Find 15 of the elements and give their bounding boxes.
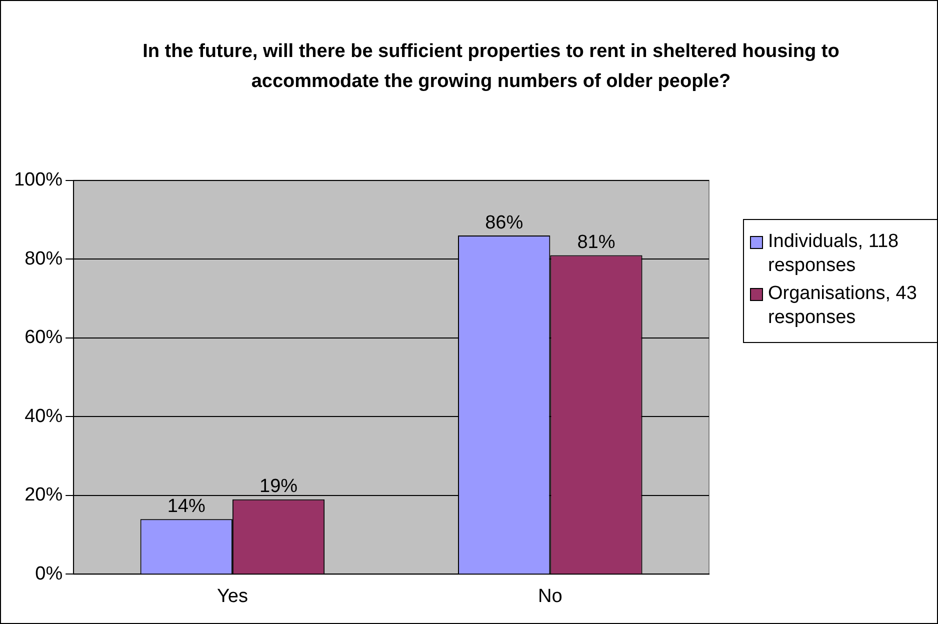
legend-label: Individuals, 118 responses xyxy=(768,230,900,278)
data-label: 81% xyxy=(577,232,616,253)
data-label: 14% xyxy=(167,496,206,517)
x-tick-label: Yes xyxy=(216,586,248,607)
y-tick-label: 80% xyxy=(24,248,63,270)
y-tick-label: 60% xyxy=(24,327,63,348)
y-tick-label: 40% xyxy=(24,406,63,427)
legend-label: Organisations, 43 responses xyxy=(768,282,918,330)
y-tick-label: 0% xyxy=(35,563,63,584)
chart-title: In the future, will there be sufficient properties to rent in sheltered housing to accommodate the growing numbers of older people? xyxy=(142,40,840,94)
x-tick-label: No xyxy=(538,586,562,607)
y-tick-label: 100% xyxy=(14,170,63,191)
data-label: 86% xyxy=(485,212,524,234)
data-label: 19% xyxy=(259,476,298,498)
y-tick-label: 20% xyxy=(24,484,63,506)
